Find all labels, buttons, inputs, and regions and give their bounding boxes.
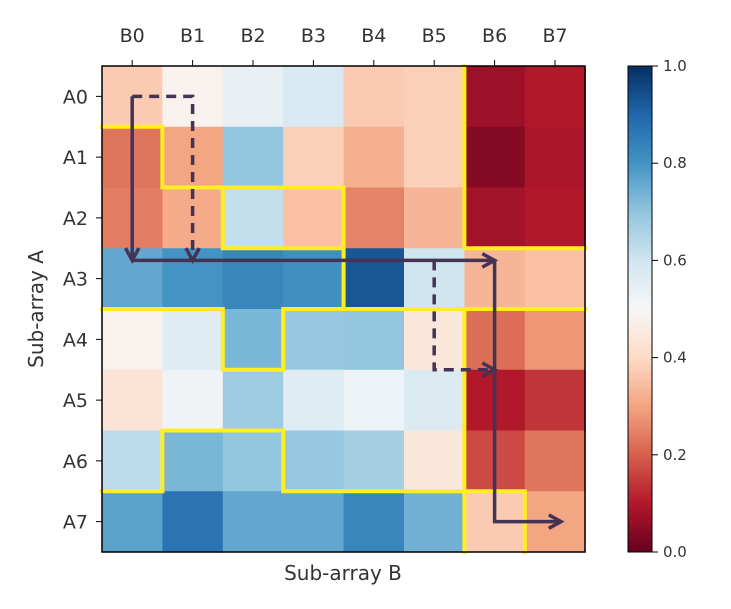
- partition-borders: [100, 64, 588, 554]
- heatmap-cell: [343, 248, 405, 310]
- x-tick-label: B6: [482, 25, 507, 47]
- y-tick-label: A6: [63, 451, 88, 473]
- heatmap-cell: [524, 430, 586, 492]
- heatmap-cell: [222, 248, 284, 310]
- y-tick-label: A0: [63, 86, 88, 108]
- heatmap-cell: [524, 248, 586, 310]
- solid-arrow-path: [492, 260, 561, 524]
- heatmap-cell: [404, 187, 465, 249]
- arrow-head: [547, 513, 565, 530]
- heatmap-cell: [283, 369, 345, 432]
- heatmap-cell: [524, 309, 586, 371]
- heatmap-cell: [283, 187, 345, 249]
- heatmap-cell: [404, 491, 465, 553]
- colorbar-tick-label: 1.0: [663, 57, 687, 75]
- heatmap-cell: [102, 309, 163, 371]
- heatmap-cell: [343, 491, 405, 553]
- heatmap-cell: [222, 491, 284, 553]
- dashed-arrow-path: [132, 94, 195, 261]
- traversal-arrows: [123, 94, 565, 530]
- colorbar-tick-label: 0.0: [663, 543, 687, 561]
- x-tick-label: B7: [542, 25, 567, 47]
- plot-frame: [101, 65, 586, 553]
- colorbar-ticks: 0.0 0.2 0.4 0.6 0.8 1.0: [652, 57, 687, 561]
- colorbar-tick-label: 0.6: [663, 251, 687, 269]
- x-tick-label: B0: [120, 25, 145, 47]
- x-tick-label: B3: [301, 25, 326, 47]
- y-axis-label: Sub-array A: [24, 250, 48, 368]
- heatmap-cell: [404, 126, 465, 189]
- heatmap-cell: [404, 369, 465, 432]
- heatmap-cell: [343, 187, 405, 249]
- heatmap-cell: [162, 491, 224, 553]
- heatmap-cells: [102, 66, 586, 553]
- x-axis-ticks: B0 B1 B2 B3 B4 B5 B6 B7: [120, 25, 568, 66]
- heatmap-cell: [404, 66, 465, 128]
- x-tick-label: B4: [361, 25, 386, 47]
- heatmap-cell: [222, 126, 284, 189]
- y-tick-label: A5: [63, 390, 88, 412]
- x-tick-label: B5: [422, 25, 447, 47]
- x-tick-label: B2: [240, 25, 265, 47]
- heatmap-cell: [283, 430, 345, 492]
- partition-border: [100, 124, 346, 251]
- heatmap-cell: [222, 66, 284, 128]
- y-tick-label: A4: [63, 329, 88, 351]
- heatmap-cell: [222, 369, 284, 432]
- x-tick-label: B1: [180, 25, 205, 47]
- y-axis-ticks: A0 A1 A2 A3 A4 A5 A6 A7: [63, 86, 102, 534]
- y-tick-label: A7: [63, 512, 88, 534]
- heatmap-cell: [283, 309, 345, 371]
- heatmap-cell: [102, 430, 163, 492]
- heatmap-cell: [343, 66, 405, 128]
- heatmap-cell: [162, 369, 224, 432]
- heatmap-cell: [524, 66, 586, 128]
- heatmap-cell: [283, 66, 345, 128]
- heatmap-cell: [464, 126, 526, 189]
- heatmap-cell: [343, 430, 405, 492]
- heatmap-cell: [283, 491, 345, 553]
- x-axis-label: Sub-array B: [284, 561, 402, 585]
- colorbar-tick-label: 0.4: [663, 349, 687, 367]
- heatmap-cell: [343, 126, 405, 189]
- heatmap-cell: [102, 369, 163, 432]
- heatmap-cell: [222, 309, 284, 371]
- heatmap-cell: [464, 66, 526, 128]
- heatmap-cell: [222, 430, 284, 492]
- dashed-arrow-path: [432, 260, 495, 372]
- heatmap-cell: [524, 187, 586, 249]
- colorbar-tick-label: 0.2: [663, 446, 687, 464]
- heatmap-cell: [162, 309, 224, 371]
- y-tick-label: A3: [63, 269, 88, 291]
- heatmap-cell: [343, 369, 405, 432]
- colorbar: [627, 65, 653, 553]
- partition-border: [100, 428, 527, 554]
- heatmap-cell: [102, 491, 163, 553]
- heatmap-cell: [222, 187, 284, 249]
- heatmap-cell: [404, 430, 465, 492]
- y-tick-label: A1: [63, 147, 88, 169]
- heatmap-cell: [524, 126, 586, 189]
- heatmap-cell: [343, 309, 405, 371]
- y-tick-label: A2: [63, 208, 88, 230]
- heatmap-cell: [524, 369, 586, 432]
- heatmap-cell: [283, 126, 345, 189]
- partition-border: [462, 64, 588, 251]
- heatmap-cell: [464, 187, 526, 249]
- heatmap-cell: [283, 248, 345, 310]
- colorbar-tick-label: 0.8: [663, 154, 687, 172]
- heatmap-cell: [162, 430, 224, 492]
